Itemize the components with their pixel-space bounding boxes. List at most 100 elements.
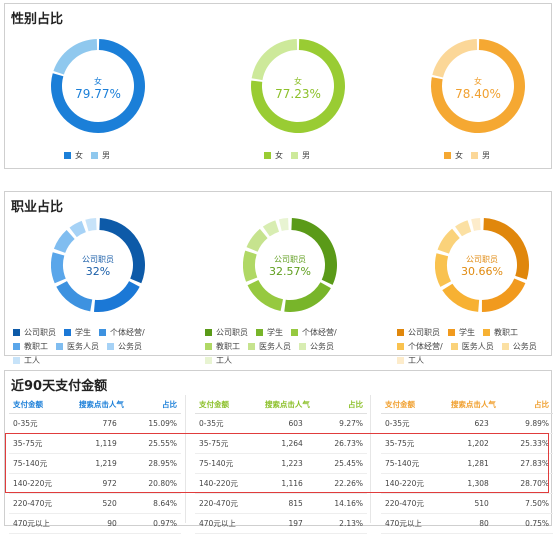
table-header-row: 支付金额 搜索点击人气 占比	[9, 395, 181, 414]
legend-item[interactable]: 学生	[64, 325, 91, 339]
header-amount[interactable]: 支付金额	[381, 395, 441, 414]
legend-item[interactable]: 个体经营/	[397, 339, 443, 353]
donut-segment[interactable]	[51, 252, 66, 284]
legend-swatch	[397, 356, 404, 364]
cell-share: 8.64%	[134, 493, 181, 514]
occupation-donut	[435, 218, 529, 312]
table-row: 0-35元 623 9.89%	[381, 413, 553, 434]
table-row: 0-35元 776 15.09%	[9, 413, 181, 434]
legend-item[interactable]: 公司职员	[13, 325, 56, 339]
cell-share: 25.45%	[320, 453, 367, 474]
legend-item[interactable]: 公司职员	[397, 325, 440, 339]
donut-segment[interactable]	[291, 218, 337, 285]
donut-segment[interactable]	[442, 283, 480, 312]
legend-label: 公司职员	[24, 327, 56, 337]
legend-swatch	[91, 151, 98, 159]
center-percent: 79.77%	[75, 87, 121, 101]
legend: 女男	[264, 148, 364, 162]
legend-item[interactable]: 个体经营/	[291, 325, 337, 339]
cell-share: 28.70%	[506, 473, 553, 494]
donut-segment[interactable]	[435, 253, 452, 287]
legend-item[interactable]: 男	[91, 148, 110, 162]
legend-label: 工人	[216, 355, 232, 365]
table-row: 470元以上 197 2.13%	[195, 513, 367, 534]
legend-swatch	[444, 151, 451, 159]
header-share[interactable]: 占比	[134, 395, 181, 414]
header-popularity[interactable]: 搜索点击人气	[440, 395, 507, 414]
header-amount[interactable]: 支付金额	[195, 395, 255, 414]
donut-segment[interactable]	[53, 39, 98, 75]
legend-item[interactable]: 教职工	[483, 325, 518, 339]
header-share[interactable]: 占比	[506, 395, 553, 414]
center-percent: 78.40%	[455, 87, 501, 101]
legend-label: 公司职员	[408, 327, 440, 337]
donut-segment[interactable]	[243, 250, 258, 282]
legend-item[interactable]: 工人	[397, 353, 424, 367]
legend-item[interactable]: 医务人员	[56, 339, 99, 353]
cell-share: 22.26%	[320, 473, 367, 494]
legend-item[interactable]: 教职工	[205, 339, 240, 353]
cell-popularity: 1,223	[254, 453, 321, 474]
center-label: 女 78.40%	[430, 76, 526, 101]
donut-segment[interactable]	[432, 39, 478, 78]
donut-segment[interactable]	[455, 220, 472, 237]
legend-swatch	[299, 342, 306, 350]
legend-item[interactable]: 女	[444, 148, 463, 162]
gender-panel: 性别占比 女 79.77% 女男女 77.23% 女男女 78.40% 女男	[4, 3, 552, 169]
center-percent: 32.57%	[269, 265, 311, 278]
table-row: 470元以上 90 0.97%	[9, 513, 181, 534]
donut-segment[interactable]	[99, 218, 145, 284]
payment-table: 支付金额 搜索点击人气 占比 0-35元 776 15.09% 35-75元 1,119 25.…	[9, 395, 181, 534]
legend-item[interactable]: 公务员	[107, 339, 142, 353]
legend-item[interactable]: 公司职员	[205, 325, 248, 339]
legend-label: 个体经营/	[302, 327, 337, 337]
donut-segment[interactable]	[93, 281, 140, 312]
legend-item[interactable]: 学生	[256, 325, 283, 339]
donut-segment[interactable]	[437, 228, 460, 254]
donut-segment[interactable]	[262, 220, 280, 237]
cell-share: 14.16%	[320, 493, 367, 514]
donut-segment[interactable]	[69, 220, 86, 238]
header-share[interactable]: 占比	[320, 395, 367, 414]
donut-segment[interactable]	[278, 218, 289, 231]
donut-segment[interactable]	[56, 281, 93, 312]
cell-popularity: 603	[254, 413, 321, 434]
legend-item[interactable]: 教职工	[13, 339, 48, 353]
legend-item[interactable]: 公务员	[501, 339, 537, 353]
donut-segment[interactable]	[483, 218, 529, 280]
donut-segment[interactable]	[481, 278, 526, 312]
legend-item[interactable]: 学生	[448, 325, 475, 339]
cell-popularity: 1,116	[254, 473, 321, 494]
legend-label: 男	[482, 150, 490, 160]
legend-item[interactable]: 公务员	[299, 339, 334, 353]
legend: 女男	[444, 148, 544, 162]
header-popularity[interactable]: 搜索点击人气	[68, 395, 135, 414]
occupation-title: 职业占比	[11, 200, 64, 215]
cell-popularity: 1,308	[440, 473, 507, 494]
legend-item[interactable]: 医务人员	[450, 339, 494, 353]
legend-item[interactable]: 工人	[13, 353, 40, 367]
donut-segment[interactable]	[247, 280, 283, 312]
legend-swatch	[501, 342, 509, 350]
donut-segment[interactable]	[251, 39, 298, 81]
cell-amount: 140-220元	[381, 473, 441, 494]
cell-popularity: 1,219	[68, 453, 135, 474]
donut-segment[interactable]	[53, 230, 75, 253]
donut-segment[interactable]	[85, 218, 97, 232]
legend-item[interactable]: 个体经营/	[99, 325, 145, 339]
legend-item[interactable]: 女	[264, 148, 283, 162]
cell-amount: 0-35元	[381, 413, 441, 434]
header-amount[interactable]: 支付金额	[9, 395, 69, 414]
header-popularity[interactable]: 搜索点击人气	[254, 395, 321, 414]
legend-swatch	[56, 342, 63, 350]
donut-segment[interactable]	[284, 282, 331, 312]
donut-segment[interactable]	[246, 228, 268, 252]
legend-swatch	[483, 328, 490, 336]
legend-swatch	[256, 328, 263, 336]
legend-item[interactable]: 男	[471, 148, 490, 162]
legend-item[interactable]: 男	[291, 148, 310, 162]
legend-item[interactable]: 医务人员	[248, 339, 291, 353]
legend-item[interactable]: 女	[64, 148, 83, 162]
legend-item[interactable]: 工人	[205, 353, 232, 367]
donut-segment[interactable]	[471, 218, 481, 231]
